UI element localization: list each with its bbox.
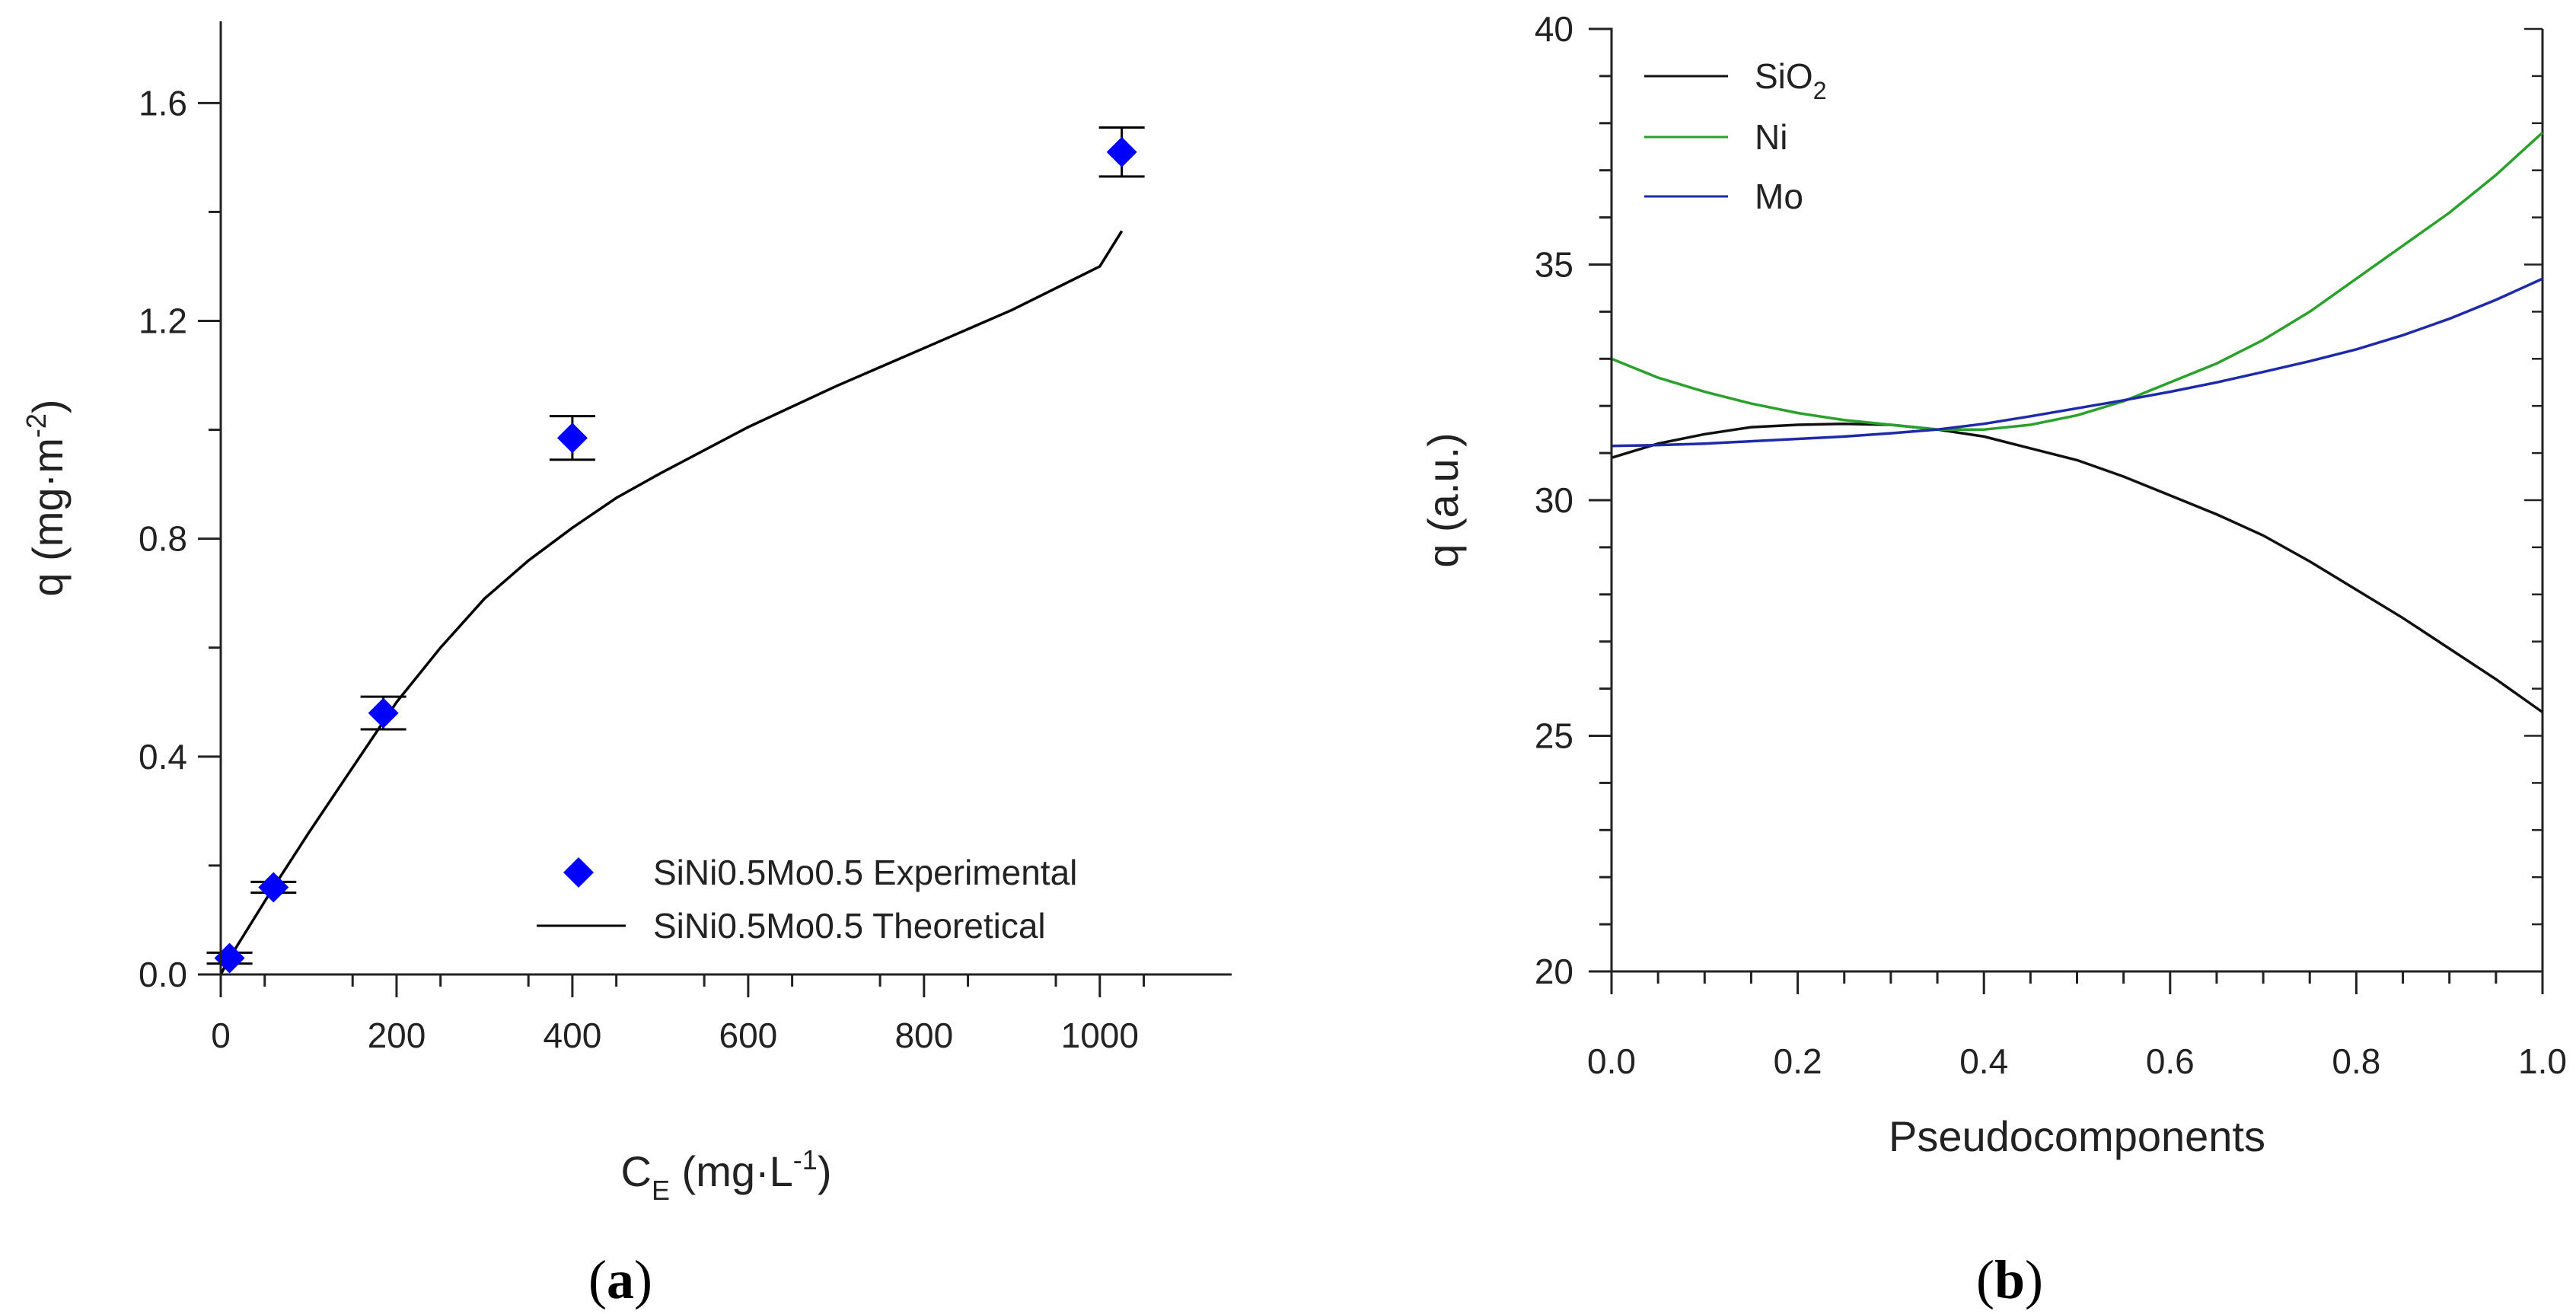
y-tick-label: 0.4 [139,737,187,777]
panel-b-y-axis-label: q (a.u.) [1419,432,1467,567]
y-tick-label: 25 [1535,716,1573,756]
x-tick-label: 0.0 [1587,1041,1636,1081]
y-tick-label: 30 [1535,480,1573,520]
legend-label-ni: Ni [1755,117,1787,157]
y-tick-label: 0.0 [139,955,187,994]
panel-a-legend: SiNi0.5Mo0.5 Experimental SiNi0.5Mo0.5 T… [537,853,1077,946]
legend-label-sio2: SiO2 [1755,56,1826,104]
chart-panel-a: 0 200 400 600 800 1000 0.0 0.4 0.8 1.2 1.6 CE (mg·… [21,21,1232,1310]
x-tick-label: 400 [544,1016,602,1055]
chart-panel-b: 20 25 30 35 40 0.0 0.2 0.4 0.6 0.8 1.0 Pseudocompo… [1419,9,2567,1310]
y-tick-label: 0.8 [139,519,187,559]
x-tick-label: 0.6 [2146,1041,2195,1081]
legend-label-experimental: SiNi0.5Mo0.5 Experimental [653,853,1077,892]
panel-b-legend: SiO2 Ni Mo [1644,56,1826,216]
panel-a-x-axis-label: CE (mg·L-1) [621,1144,832,1206]
y-tick-label: 35 [1535,245,1573,285]
series-line-theoretical [219,230,1124,975]
data-point [360,695,406,731]
x-tick-label: 0 [211,1016,231,1055]
data-point [206,942,253,974]
x-tick-label: 1000 [1061,1016,1139,1055]
x-tick-label: 1.0 [2518,1041,2567,1081]
x-tick-label: 0.2 [1774,1041,1822,1081]
x-tick-label: 200 [368,1016,426,1055]
x-tick-label: 0.8 [2332,1041,2380,1081]
panel-b-ticks: 20 25 30 35 40 0.0 0.2 0.4 0.6 0.8 1.0 [1535,9,2567,1081]
data-point [250,872,297,903]
x-tick-label: 600 [719,1016,777,1055]
diamond-marker [258,872,289,903]
series-line-ni [1611,131,2544,431]
x-tick-label: 800 [894,1016,953,1055]
diamond-marker [368,697,399,729]
panel-a-y-axis-label: q (mg·m-2) [21,399,72,596]
diamond-marker [214,942,245,974]
legend-label-theoretical: SiNi0.5Mo0.5 Theoretical [653,906,1046,946]
data-point [549,415,595,461]
panel-b-x-axis-label: Pseudocomponents [1889,1112,2265,1160]
panel-b-axes-frame [1589,27,1613,994]
diamond-marker [556,423,588,454]
panel-a-caption: (a) [588,1249,652,1310]
panel-b-series [1611,131,2544,713]
panel-b-caption: (b) [1976,1249,2043,1310]
legend-label-mo: Mo [1755,177,1803,216]
panel-a-axes-frame [219,21,1232,976]
y-tick-label: 20 [1535,952,1573,991]
legend-marker-experimental [563,857,594,888]
panel-a-ticks: 0 200 400 600 800 1000 0.0 0.4 0.8 1.2 1.6 [139,83,1146,1055]
y-tick-label: 1.6 [139,83,187,123]
data-point [1098,126,1145,178]
series-line-sio2 [1611,422,2544,713]
x-tick-label: 0.4 [1959,1041,2008,1081]
y-tick-label: 1.2 [139,301,187,340]
diamond-marker [1106,136,1137,167]
y-tick-label: 40 [1535,9,1573,49]
series-line-mo [1611,277,2543,448]
panel-a-series [206,126,1145,975]
